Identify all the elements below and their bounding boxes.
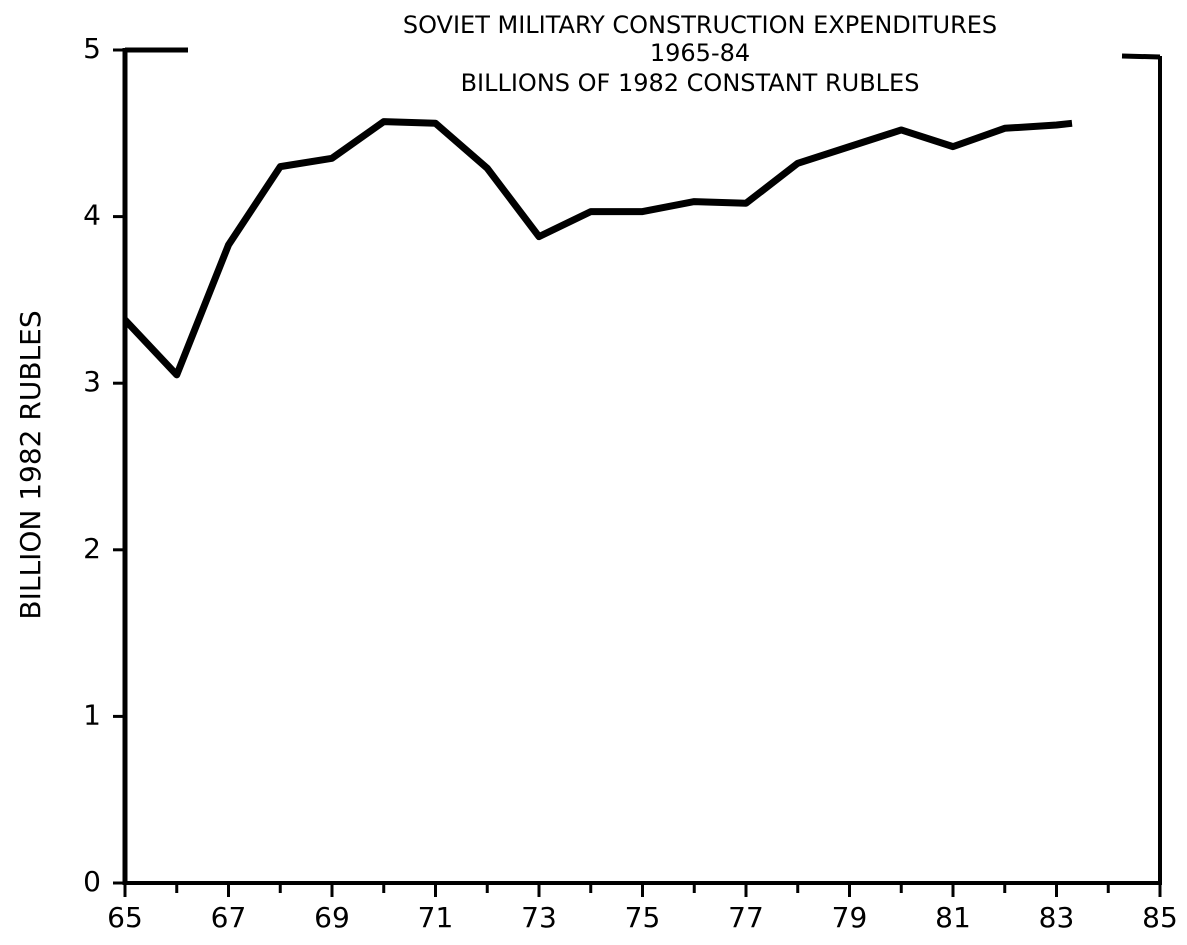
x-tick-label: 65 [107, 901, 143, 934]
chart-subtitle: 1965-84 [650, 39, 750, 67]
y-tick-label: 3 [83, 365, 101, 398]
x-tick-label: 69 [314, 901, 350, 934]
y-tick-label: 4 [83, 199, 101, 232]
x-tick-label: 73 [521, 901, 557, 934]
x-tick-label: 85 [1142, 901, 1178, 934]
data-line [122, 118, 1073, 379]
x-tick-label: 75 [625, 901, 661, 934]
y-tick-label: 5 [83, 32, 101, 65]
y-tick-label: 2 [83, 532, 101, 565]
x-tick-label: 81 [935, 901, 971, 934]
x-tick-label: 77 [728, 901, 764, 934]
frame [1121, 53, 1161, 60]
x-tick-label: 83 [1039, 901, 1075, 934]
y-tick-label: 0 [83, 865, 101, 898]
chart-title: SOVIET MILITARY CONSTRUCTION EXPENDITURE… [403, 11, 997, 39]
x-tick-label: 71 [418, 901, 454, 934]
x-tick-label: 79 [832, 901, 868, 934]
chart-subtitle: BILLIONS OF 1982 CONSTANT RUBLES [461, 69, 920, 97]
y-axis-label: BILLION 1982 RUBLES [14, 310, 47, 619]
x-tick-label: 67 [211, 901, 247, 934]
y-tick-label: 1 [83, 698, 101, 731]
